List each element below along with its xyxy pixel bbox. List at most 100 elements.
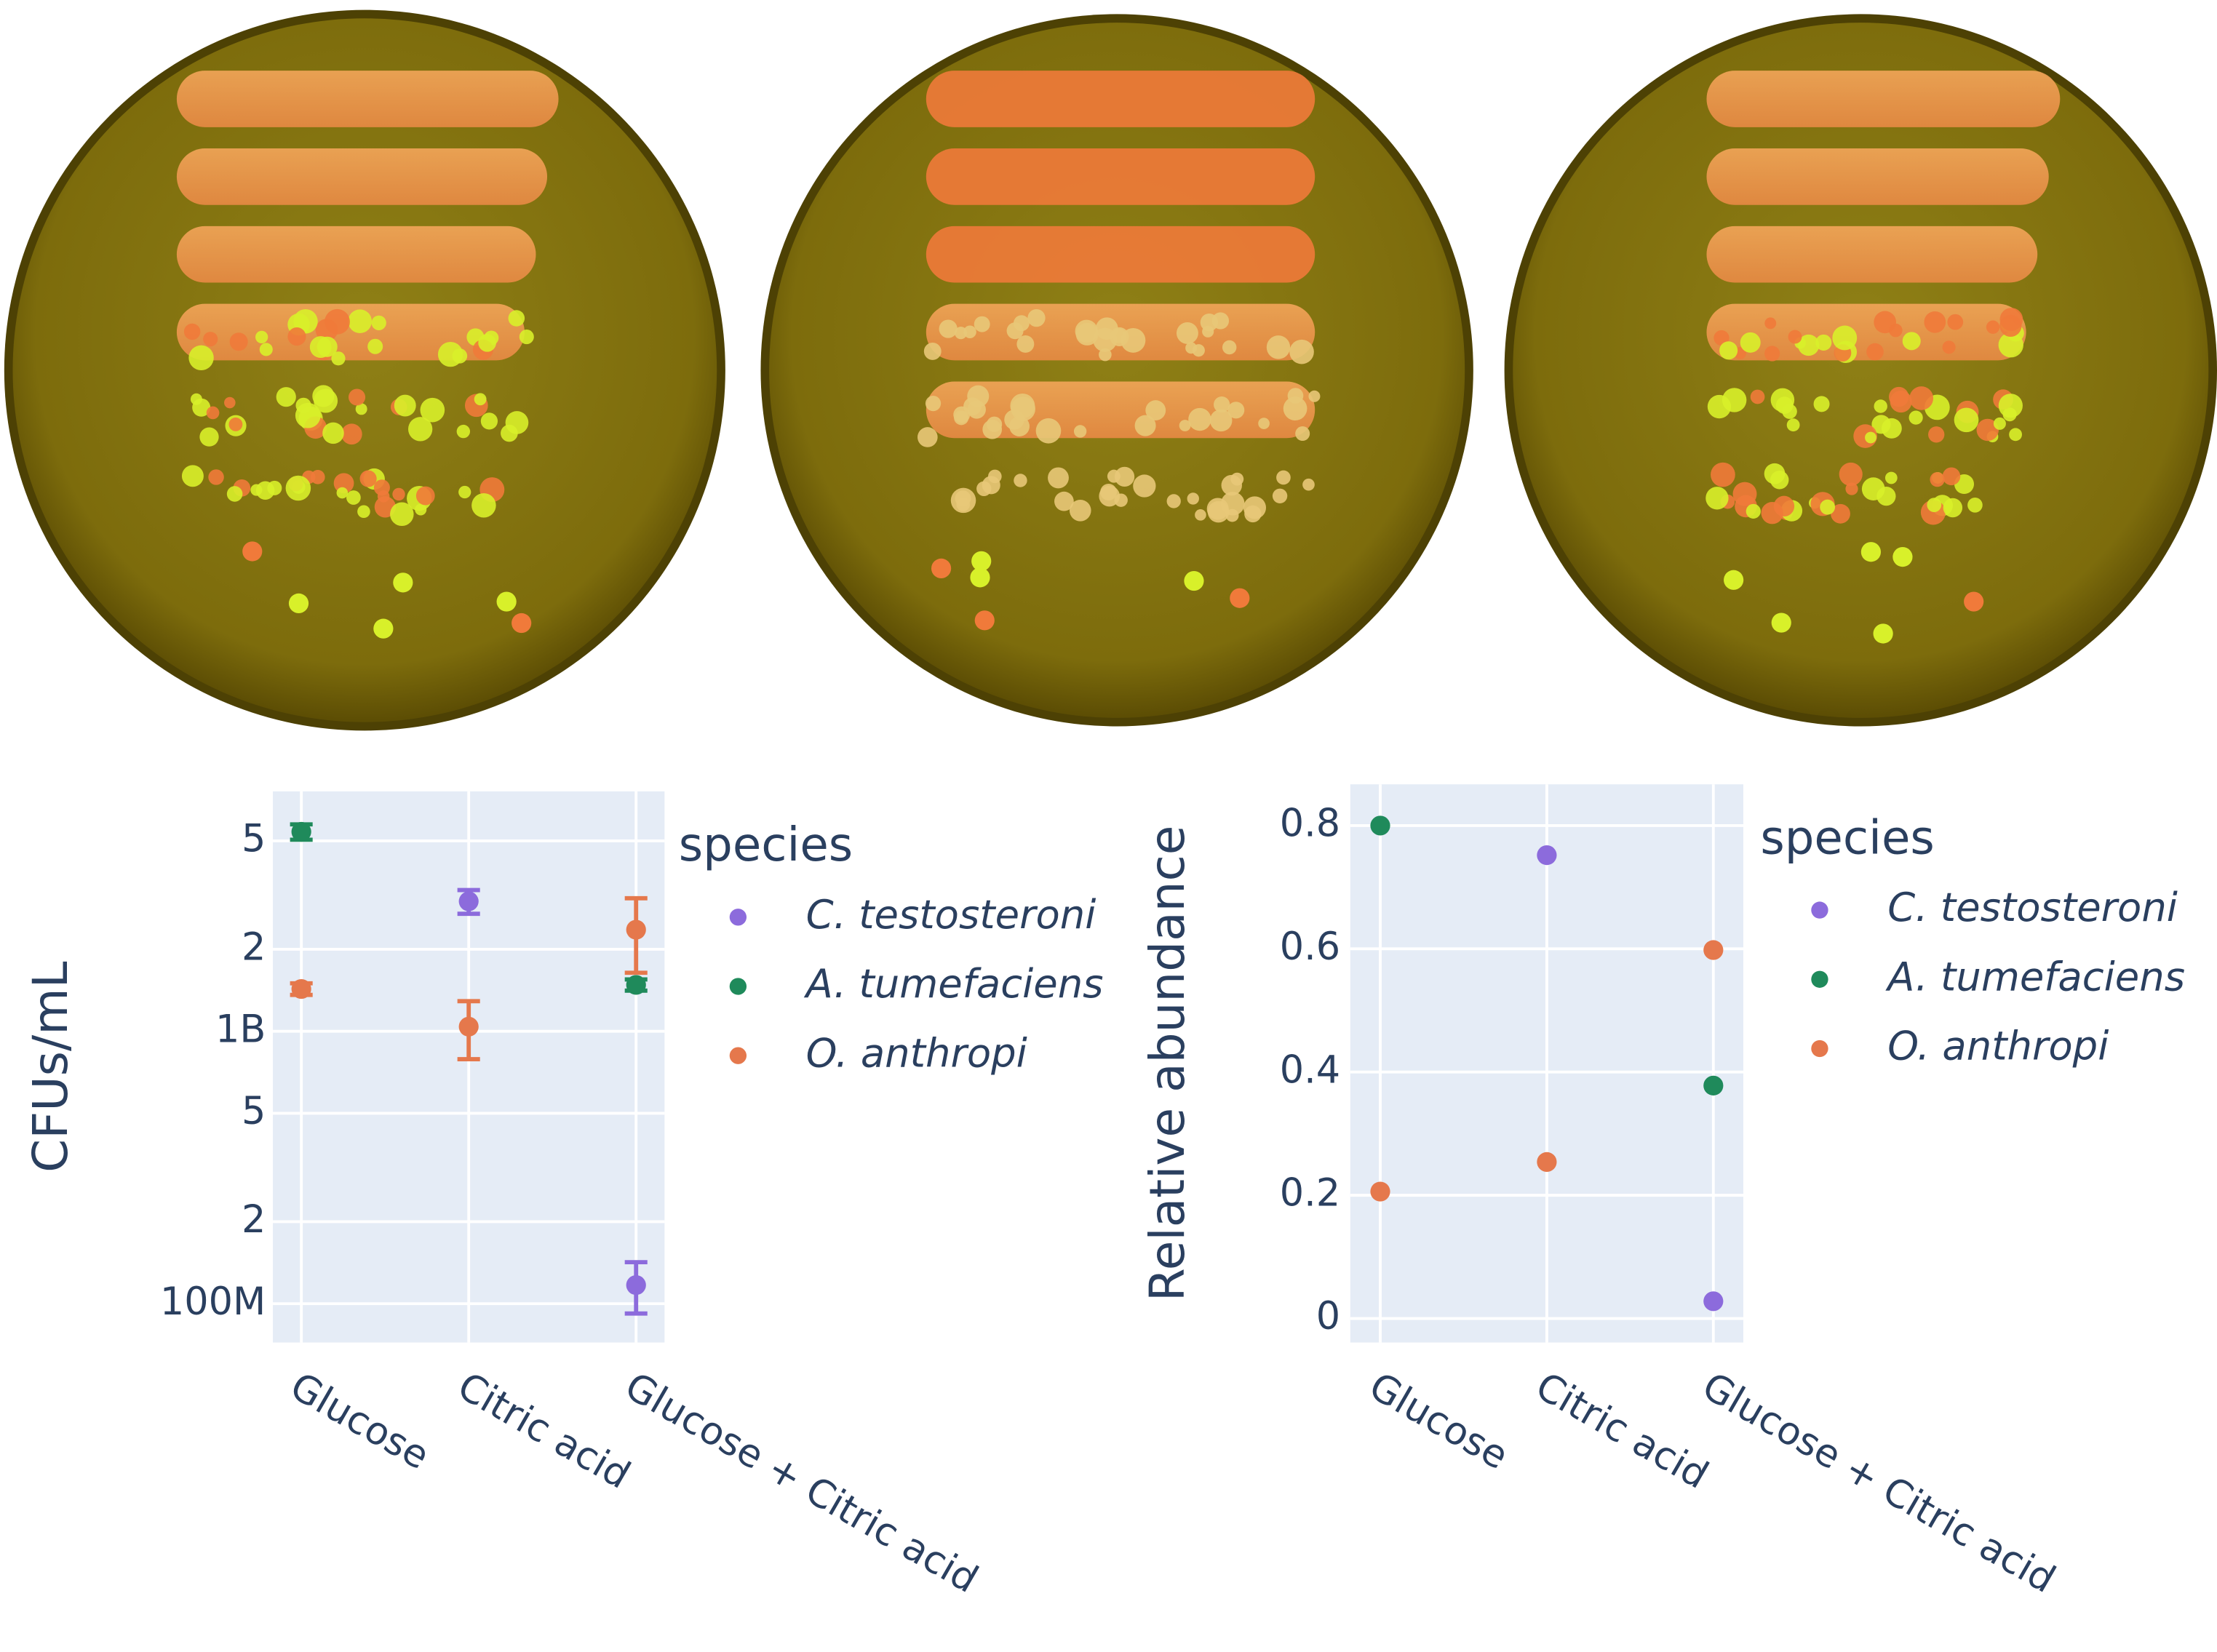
colony [508,310,525,327]
colony [1764,463,1786,484]
colony [496,591,517,612]
colony [333,473,354,494]
colony [974,316,990,332]
colony [1930,472,1945,487]
colony [287,327,306,346]
colony [1230,472,1244,486]
colony [1211,312,1230,330]
colony [1861,477,1885,500]
colony [478,334,496,352]
x-tick-label: Glucose + Citric acid [1695,1364,2063,1602]
colony [1865,431,1876,444]
point [626,919,646,940]
colony [956,410,968,423]
colony [1308,390,1321,402]
colony [1890,391,1912,413]
streak [926,148,1316,205]
colony [259,343,273,356]
colony [341,423,362,445]
y-tick-label: 2 [242,925,266,970]
colony [1724,570,1744,590]
colony [1881,418,1902,439]
colony [1110,327,1129,347]
colony [1707,394,1732,419]
petri-dish [760,14,1473,727]
colony [974,610,995,631]
colony [917,427,938,447]
colony [206,406,220,420]
colony [242,541,263,562]
colony [1942,467,1961,486]
colony [1145,400,1166,420]
petri-dish [1504,14,2217,727]
point [626,1275,646,1296]
legend-label: A. tumefaciens [804,961,1104,1007]
colony [1902,332,1921,351]
colony [1266,335,1291,359]
colony [420,397,445,423]
colony [325,308,350,335]
colony [192,398,211,417]
colony [471,492,496,518]
point [1703,1075,1724,1096]
colony [1227,402,1245,419]
colony [250,484,263,496]
colony [1099,485,1121,507]
colony [1276,470,1291,485]
colony [1302,478,1315,491]
colony [519,330,534,345]
colony [322,422,344,444]
colony [1998,332,2023,358]
colony [1295,426,1310,442]
colony [1184,570,1204,591]
point [458,1016,479,1037]
colony [371,315,386,330]
y-tick-label: 1B [215,1007,266,1051]
colony [392,487,405,501]
legend-label: C. testosteroni [806,892,1096,938]
y-tick-label: 100M [160,1280,266,1324]
colony [1099,348,1112,362]
colony [355,403,367,415]
y-axis-title: CFUs/mL [23,961,79,1172]
colony [208,469,224,485]
colony [1011,396,1035,421]
colony [458,485,471,499]
y-tick-label: 5 [242,1089,266,1133]
colony [1986,320,2000,334]
colony [1873,623,1893,644]
legend-marker [1811,1040,1828,1058]
streak [176,226,536,283]
colony [1133,474,1156,498]
point [291,978,311,999]
colony [1243,496,1267,519]
colony [2009,428,2022,442]
streak [176,71,559,127]
colony [203,332,218,347]
y-tick-label: 0.2 [1280,1171,1340,1216]
colony [1134,415,1156,436]
legend-marker [729,1047,747,1064]
colony [1075,323,1099,346]
colony [394,394,416,417]
colony [1192,344,1205,357]
colony [181,465,204,487]
colony [967,400,986,419]
colony [931,558,952,578]
colony [1209,409,1233,432]
point [291,821,311,842]
point [1370,815,1390,836]
colony [1207,500,1230,523]
colony [1027,308,1046,327]
colony [1764,317,1777,330]
colony [1187,492,1199,505]
colony [970,567,990,588]
colony [474,393,487,406]
colony [1820,499,1836,515]
colony [373,618,394,639]
colony [1740,332,1761,353]
colony [1860,542,1882,562]
colony [1107,469,1121,483]
colony [1014,474,1027,487]
